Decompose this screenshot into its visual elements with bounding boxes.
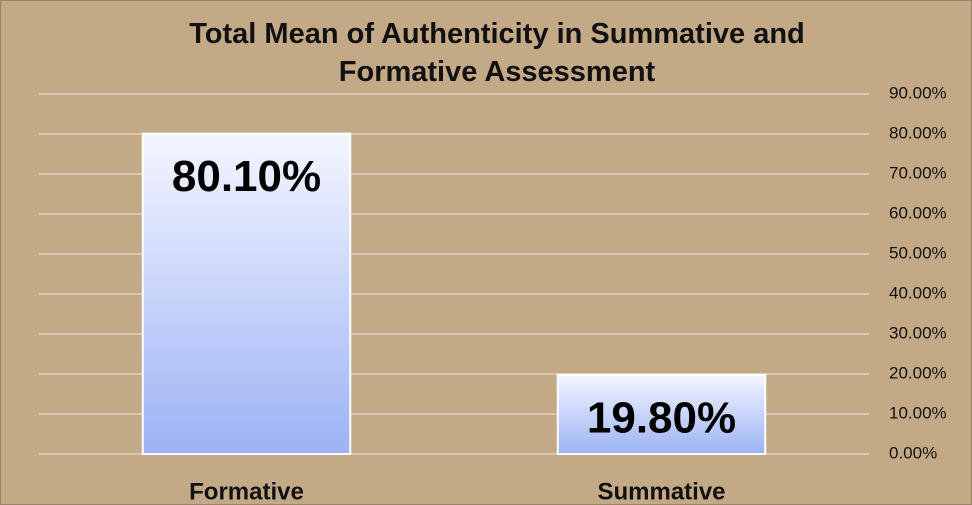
bar bbox=[141, 132, 352, 455]
y-tick-label: 50.00% bbox=[889, 243, 947, 262]
y-tick-label: 30.00% bbox=[889, 323, 947, 342]
y-tick-label: 10.00% bbox=[889, 403, 947, 422]
y-tick-label: 0.00% bbox=[889, 443, 937, 462]
x-tick-label: Formative bbox=[189, 478, 304, 504]
y-tick-label: 60.00% bbox=[889, 203, 947, 222]
y-tick-label: 20.00% bbox=[889, 363, 947, 382]
y-tick-label: 70.00% bbox=[889, 163, 947, 182]
data-label: 19.80% bbox=[587, 393, 736, 442]
bar bbox=[556, 373, 767, 455]
data-label: 80.10% bbox=[172, 152, 321, 201]
y-tick-label: 80.00% bbox=[889, 123, 947, 142]
y-tick-label: 40.00% bbox=[889, 283, 947, 302]
chart-title: Total Mean of Authenticity in Summative … bbox=[189, 18, 805, 88]
x-tick-label: Summative bbox=[597, 478, 725, 504]
y-tick-label: 90.00% bbox=[889, 83, 947, 102]
